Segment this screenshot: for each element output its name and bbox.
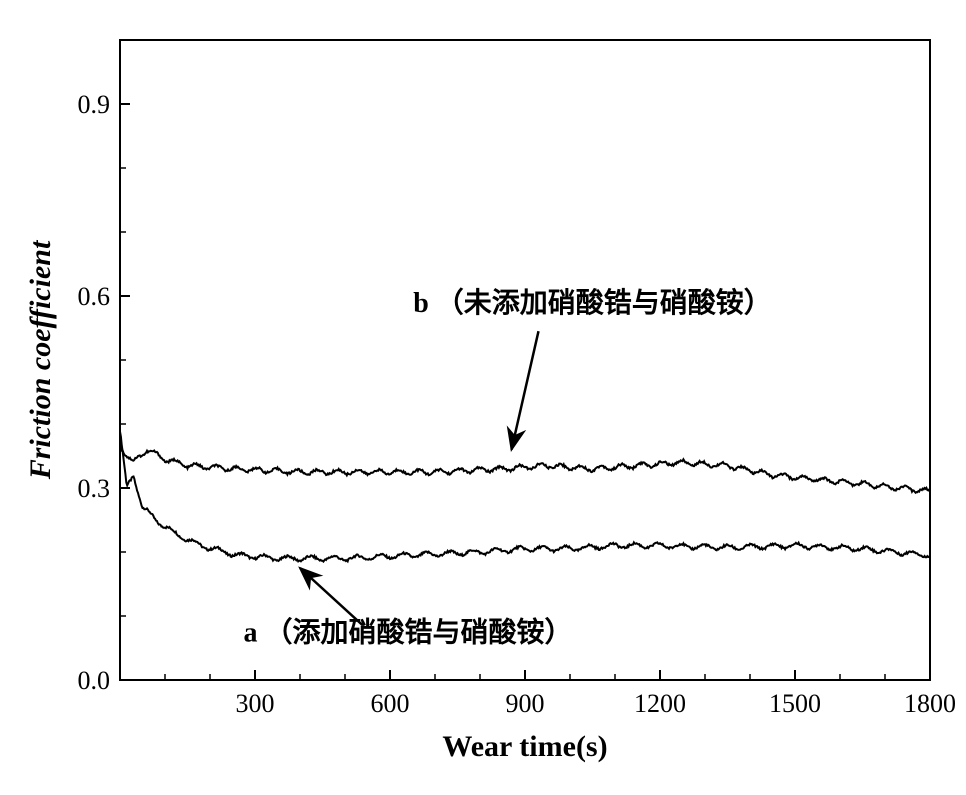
y-tick-label: 0.6 (78, 282, 111, 311)
x-tick-label: 1800 (904, 689, 956, 718)
x-tick-label: 900 (506, 689, 545, 718)
chart-bg (0, 0, 966, 795)
x-tick-label: 1500 (769, 689, 821, 718)
y-tick-label: 0.9 (78, 90, 111, 119)
friction-chart: 300 600 900 1200 1500 1800 Wear time(s) 0.0 0.3 0… (0, 0, 966, 795)
x-axis-label: Wear time(s) (442, 730, 607, 763)
x-tick-label: 300 (236, 689, 275, 718)
y-axis-label: Friction coefficient (24, 239, 57, 480)
chart-container: 300 600 900 1200 1500 1800 Wear time(s) 0.0 0.3 0… (0, 0, 966, 795)
series-b-label: b （未添加硝酸锆与硝酸铵） (413, 286, 772, 319)
y-tick-label: 0.3 (78, 474, 111, 503)
y-tick-label: 0.0 (78, 666, 111, 695)
x-tick-label: 600 (371, 689, 410, 718)
x-tick-label: 1200 (634, 689, 686, 718)
series-a-label: a （添加硝酸锆与硝酸铵） (243, 616, 572, 649)
